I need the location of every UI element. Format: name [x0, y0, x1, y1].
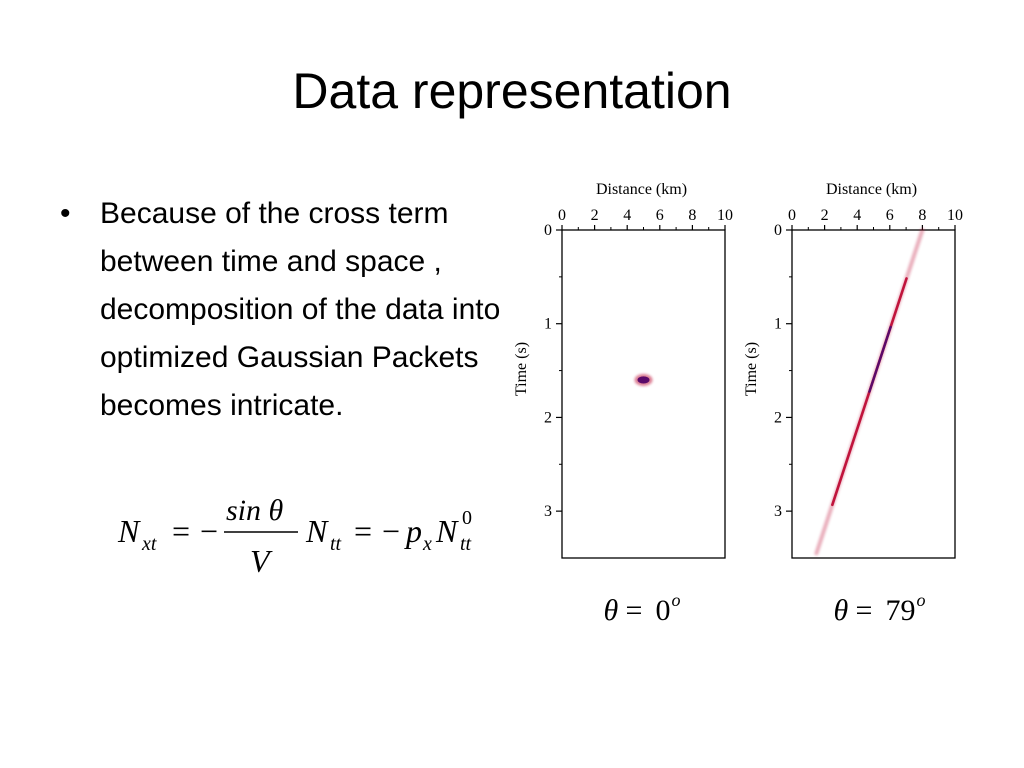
x-tick-label: 2 [591, 207, 599, 224]
x-tick-label: 0 [558, 207, 566, 224]
eq-mid: N [305, 513, 329, 549]
y-tick-label: 3 [774, 503, 782, 520]
eq-mid-sub: tt [330, 533, 342, 555]
caption-value: 0 [656, 594, 671, 627]
x-axis-label: Distance (km) [826, 181, 917, 198]
eq-frac-den: V [250, 543, 273, 579]
y-tick-label: 2 [544, 409, 552, 426]
y-tick-label: 3 [544, 503, 552, 520]
y-tick-label: 1 [774, 316, 782, 333]
caption-degree: o [672, 590, 681, 610]
x-tick-label: 0 [788, 207, 796, 224]
caption-equals: = [626, 594, 643, 627]
x-tick-label: 2 [821, 207, 829, 224]
eq-frac-num: sin θ [226, 494, 284, 527]
caption-value: 79 [886, 594, 916, 627]
eq-end-sub: tt [460, 533, 472, 555]
x-tick-label: 4 [853, 207, 861, 224]
caption-degree: o [917, 590, 926, 610]
x-tick-label: 6 [886, 207, 894, 224]
eq-equals-1: = [172, 513, 190, 549]
caption-theta: θ [834, 594, 849, 627]
eq-end-sup: 0 [462, 507, 472, 529]
bullet-marker: • [60, 197, 71, 230]
gaussian-packet-trace-core [868, 325, 892, 393]
eq-p: p [404, 513, 422, 549]
x-tick-label: 4 [623, 207, 631, 224]
gaussian-packet [637, 376, 650, 384]
plot-frame [791, 229, 956, 559]
y-tick-label: 0 [544, 222, 552, 239]
caption-theta: θ [604, 594, 619, 627]
x-tick-label: 10 [717, 207, 733, 224]
equation: N xt = − sin θ V N tt = − p x N 0 tt [117, 494, 472, 579]
x-tick-label: 6 [656, 207, 664, 224]
eq-end: N [435, 513, 459, 549]
eq-lhs-sub: xt [141, 533, 157, 555]
eq-equals-2: = [354, 513, 372, 549]
x-tick-label: 8 [918, 207, 926, 224]
y-tick-label: 1 [544, 316, 552, 333]
y-axis-label: Time (s) [743, 342, 760, 396]
eq-p-sub: x [422, 533, 432, 555]
slide-title: Data representation [292, 63, 732, 119]
caption-equals: = [856, 594, 873, 627]
y-tick-label: 2 [774, 409, 782, 426]
x-tick-label: 10 [947, 207, 963, 224]
bullet-text: Because of the cross term between time a… [100, 197, 501, 422]
y-axis-label: Time (s) [513, 342, 530, 396]
y-tick-label: 0 [774, 222, 782, 239]
plot-frame [561, 229, 726, 559]
eq-minus-2: − [382, 513, 400, 549]
eq-minus-1: − [200, 513, 218, 549]
figure-panel-right: Distance (km) 0 2 4 6 8 10 0 1 2 3 Time (s) θ = 79 o [743, 181, 963, 627]
eq-lhs: N [117, 513, 141, 549]
x-axis-label: Distance (km) [596, 181, 687, 198]
x-tick-label: 8 [688, 207, 696, 224]
